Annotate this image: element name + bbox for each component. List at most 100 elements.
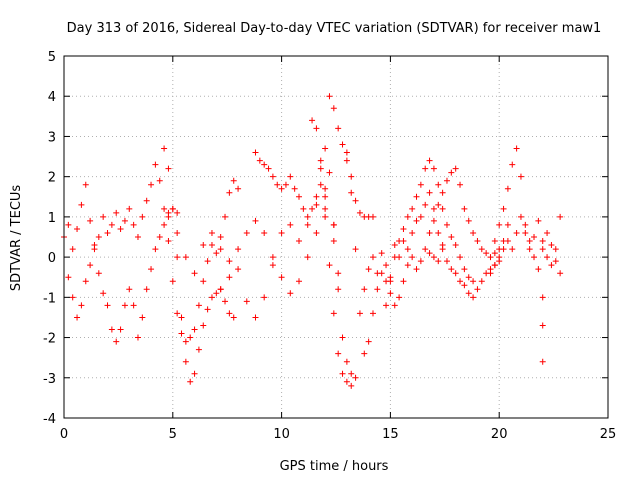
data-point	[226, 310, 233, 317]
data-point	[208, 294, 215, 301]
data-point	[95, 234, 102, 240]
data-point	[222, 298, 229, 305]
data-point	[74, 314, 81, 321]
data-point	[226, 189, 233, 196]
data-point	[404, 262, 411, 269]
x-tick-label: 0	[60, 427, 68, 442]
data-point	[391, 254, 398, 261]
data-point	[409, 229, 416, 236]
data-point	[509, 246, 516, 253]
data-point	[195, 302, 202, 309]
data-point	[491, 262, 498, 269]
data-point	[426, 250, 433, 257]
data-point	[130, 221, 137, 228]
data-point	[439, 205, 446, 212]
x-tick-label: 25	[600, 427, 617, 442]
data-point	[509, 161, 516, 168]
data-point	[204, 306, 211, 313]
data-point	[134, 234, 141, 240]
data-point	[343, 157, 350, 164]
data-point	[452, 242, 459, 249]
data-point	[330, 310, 337, 317]
data-point	[435, 258, 442, 265]
data-point	[296, 278, 303, 285]
data-point	[152, 161, 159, 168]
data-point	[517, 213, 524, 220]
data-point	[304, 254, 311, 261]
data-point	[322, 185, 329, 192]
data-point	[313, 201, 320, 208]
data-point	[226, 274, 233, 281]
data-point	[474, 286, 481, 293]
data-point	[391, 242, 398, 249]
data-point	[413, 193, 420, 200]
series-trace-4	[165, 209, 342, 297]
data-point	[148, 266, 155, 273]
data-point	[278, 229, 285, 236]
data-point	[261, 294, 268, 301]
data-point	[539, 322, 546, 329]
data-point	[208, 242, 215, 249]
data-point	[383, 302, 390, 309]
data-point	[87, 262, 94, 269]
series-trace-2	[65, 177, 242, 345]
data-point	[439, 189, 446, 196]
data-point	[139, 314, 146, 321]
data-point	[374, 270, 381, 277]
data-point	[65, 274, 72, 281]
data-point	[195, 346, 202, 353]
data-point	[169, 278, 176, 285]
data-point	[152, 246, 159, 253]
data-point	[82, 181, 89, 188]
data-point	[282, 181, 289, 188]
data-point	[278, 274, 285, 281]
data-point	[413, 266, 420, 273]
data-point	[474, 238, 481, 245]
data-point	[348, 189, 355, 196]
data-point	[296, 238, 303, 245]
data-point	[252, 217, 259, 224]
data-point	[126, 286, 133, 293]
data-point	[208, 229, 215, 236]
data-point	[500, 246, 507, 253]
data-point	[457, 254, 464, 261]
data-point	[178, 330, 185, 337]
data-point	[417, 181, 424, 188]
data-point	[465, 217, 472, 224]
data-point	[104, 302, 111, 309]
data-point	[174, 254, 181, 261]
y-tick-label: 0	[48, 251, 56, 266]
data-point	[313, 125, 320, 132]
data-point	[383, 262, 390, 269]
data-point	[165, 209, 172, 216]
x-tick-label: 10	[273, 427, 290, 442]
data-point	[400, 278, 407, 285]
data-point	[309, 205, 316, 212]
data-point	[335, 125, 342, 132]
y-tick-label: -1	[43, 291, 56, 306]
data-point	[265, 165, 272, 172]
data-point	[491, 250, 498, 257]
data-point	[287, 173, 294, 180]
data-point	[322, 145, 329, 152]
data-point	[430, 254, 437, 261]
data-point	[457, 181, 464, 188]
data-point	[487, 254, 494, 261]
data-point	[396, 238, 403, 245]
data-point	[339, 370, 346, 377]
data-point	[65, 221, 72, 228]
data-point	[404, 213, 411, 220]
data-point	[322, 193, 329, 200]
x-tick-label: 20	[491, 427, 508, 442]
data-point	[322, 205, 329, 212]
data-point	[504, 221, 511, 228]
series-trace-7	[309, 117, 355, 389]
data-point	[287, 221, 294, 228]
data-point	[483, 250, 490, 257]
data-point	[544, 229, 551, 236]
series-trace-10	[343, 149, 376, 220]
data-point	[304, 213, 311, 220]
data-point	[69, 294, 76, 301]
data-point	[230, 177, 237, 184]
data-point	[400, 225, 407, 232]
